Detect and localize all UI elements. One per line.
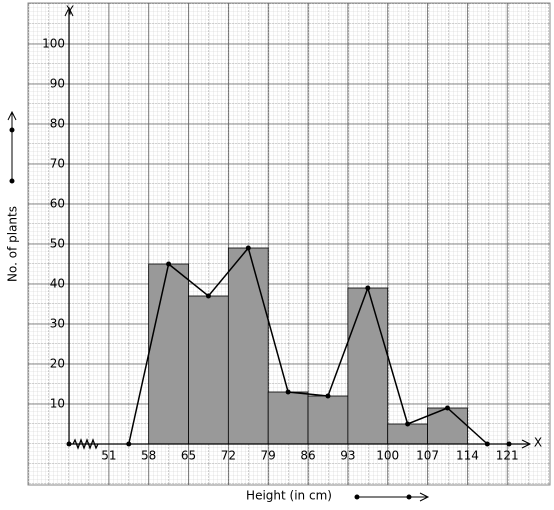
x-tick-label: 58 bbox=[141, 449, 156, 463]
y-tick-label: 20 bbox=[50, 357, 65, 371]
bar bbox=[227, 247, 269, 445]
x-tick-label: 86 bbox=[300, 449, 315, 463]
origin bbox=[66, 441, 72, 447]
bar bbox=[307, 395, 349, 445]
x-tick-label: 121 bbox=[496, 449, 519, 463]
axis-dot bbox=[506, 441, 512, 447]
x-tick-label: 65 bbox=[181, 449, 196, 463]
x-tick-label: 107 bbox=[416, 449, 439, 463]
x-tick-label: 100 bbox=[376, 449, 399, 463]
polygon-point bbox=[166, 261, 172, 267]
polygon-point bbox=[205, 293, 211, 299]
y-tick-label: 80 bbox=[50, 117, 65, 131]
y-tick-label: 60 bbox=[50, 197, 65, 211]
polygon-point bbox=[325, 393, 331, 399]
axis-break bbox=[72, 438, 99, 450]
polygon-point bbox=[444, 405, 450, 411]
x-tick-label: 72 bbox=[221, 449, 236, 463]
bar bbox=[267, 391, 309, 445]
y-axis-label: No. of plants bbox=[6, 206, 20, 282]
frequency-polygon bbox=[128, 246, 488, 445]
bar bbox=[188, 295, 229, 445]
y-tick-label: 30 bbox=[50, 317, 65, 331]
decor-arrows bbox=[7, 110, 430, 502]
y-tick-label: 10 bbox=[50, 397, 65, 411]
y-tick-label: 100 bbox=[42, 37, 65, 51]
x-arrow bbox=[521, 439, 532, 449]
x-tick-label: 79 bbox=[261, 449, 276, 463]
y-tick-label: 70 bbox=[50, 157, 65, 171]
marks bbox=[126, 245, 490, 447]
grid bbox=[28, 3, 550, 485]
polygon-point bbox=[285, 389, 291, 395]
x-tick-label: 93 bbox=[340, 449, 355, 463]
y-arrow bbox=[64, 6, 74, 17]
x-axis-name: X bbox=[534, 436, 542, 450]
bar bbox=[387, 423, 428, 445]
x-tick-label: 114 bbox=[456, 449, 479, 463]
y-tick-label: 90 bbox=[50, 77, 65, 91]
polygon-point bbox=[405, 421, 411, 427]
polygon-point bbox=[245, 245, 251, 251]
x-axis-label: Height (in cm) bbox=[246, 489, 332, 503]
x-tick-label: 51 bbox=[101, 449, 116, 463]
bar bbox=[347, 287, 389, 445]
y-tick-label: 40 bbox=[50, 277, 65, 291]
polygon-point bbox=[365, 285, 371, 291]
bar bbox=[148, 263, 189, 445]
y-tick-label: 50 bbox=[50, 237, 65, 251]
y-axis-name: Y bbox=[65, 4, 74, 18]
